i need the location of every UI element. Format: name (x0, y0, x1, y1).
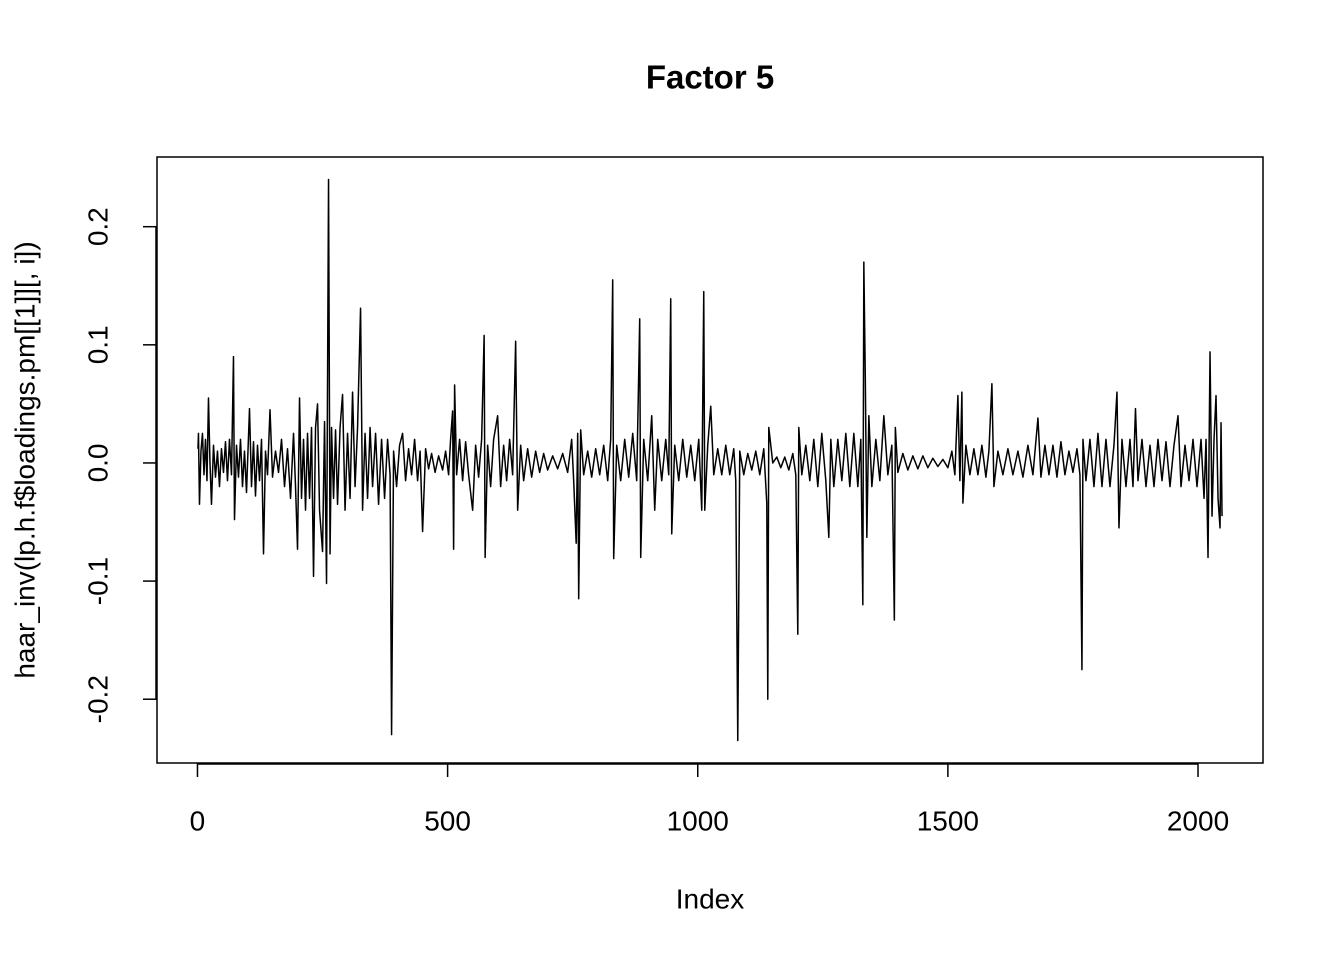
y-tick-label: 0.2 (82, 207, 113, 246)
x-tick-label: 0 (190, 805, 206, 836)
chart-title: Factor 5 (646, 59, 774, 96)
x-tick-label: 1000 (667, 805, 729, 836)
x-tick-label: 1500 (917, 805, 979, 836)
y-axis-label: haar_inv(lp.h.f$loadings.pm[[1]][, i]) (9, 241, 40, 678)
y-tick-label: 0.1 (82, 325, 113, 364)
x-tick-label: 2000 (1167, 805, 1229, 836)
plot-frame (156, 156, 1264, 764)
x-tick-label: 500 (424, 805, 471, 836)
data-line (197, 178, 1223, 742)
y-tick-label: 0.0 (82, 443, 113, 482)
y-tick-label: -0.1 (82, 557, 113, 605)
x-axis-label: Index (676, 883, 745, 914)
y-tick-label: -0.2 (82, 675, 113, 723)
